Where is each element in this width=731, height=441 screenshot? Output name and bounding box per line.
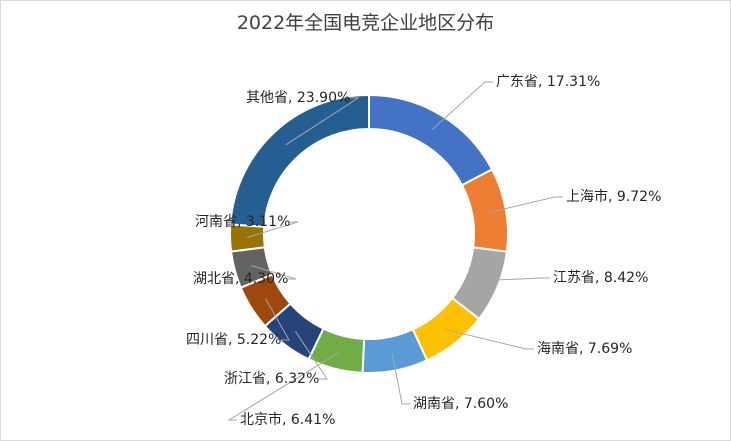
leader-line [246,221,299,238]
leader-line [431,81,493,130]
leader-line [265,298,290,341]
slice-0[interactable] [368,93,494,187]
data-label: 北京市, 6.41% [240,412,336,428]
slice-1[interactable] [460,168,509,253]
leader-line [488,196,563,213]
data-label: 四川省, 5.22% [186,332,282,348]
leader-line [444,328,534,350]
leader-line [285,97,360,146]
leader-line [481,277,550,282]
slice-10[interactable] [229,93,370,228]
data-label: 上海市, 9.72% [566,189,662,205]
data-label: 湖南省, 7.60% [413,396,509,412]
data-label: 海南省, 7.69% [537,341,633,357]
leader-line [227,351,340,421]
data-label: 江苏省, 8.42% [553,270,649,286]
data-label: 广东省, 17.31% [496,74,601,90]
data-label: 湖北省, 4.30% [193,271,289,287]
chart-title: 2022年全国电竞企业地区分布 [236,12,495,34]
leader-line [250,265,297,280]
data-label: 其他省, 23.90% [246,90,351,106]
leader-line [391,353,410,405]
data-label: 浙江省, 6.32% [224,371,320,387]
data-label: 河南省, 3.11% [195,214,291,230]
leader-line [294,331,328,380]
